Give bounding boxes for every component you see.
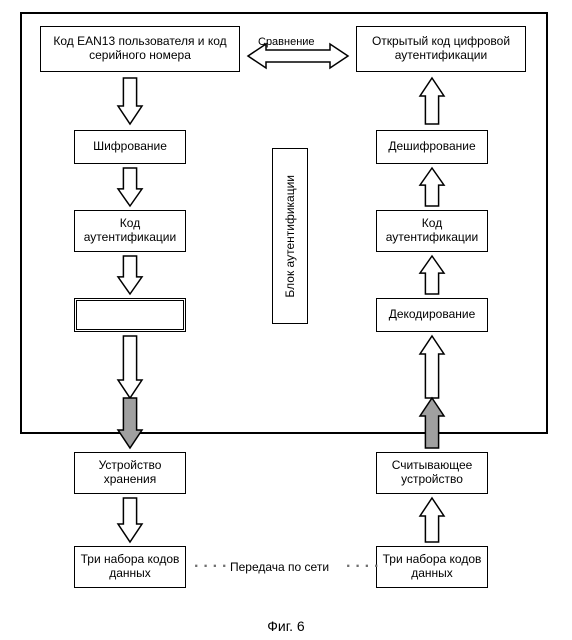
box-sets-left: Три набора кодов данных	[74, 546, 186, 588]
box-decode: Декодирование	[376, 298, 488, 332]
box-encrypt-label: Шифрование	[93, 140, 167, 154]
box-opencode-label: Открытый код цифровой аутентификации	[361, 35, 521, 63]
box-reader-label: Считывающее устройство	[381, 459, 483, 487]
figure-canvas: Код EAN13 пользователя и код серийного н…	[0, 0, 572, 640]
dots-right: ····	[346, 558, 383, 576]
box-auth-block: Блок аутентификации	[272, 148, 308, 324]
box-sets-right: Три набора кодов данных	[376, 546, 488, 588]
box-encode-inner	[76, 300, 184, 330]
box-decode-label: Декодирование	[389, 308, 476, 322]
box-encrypt: Шифрование	[74, 130, 186, 164]
box-decrypt: Дешифрование	[376, 130, 488, 164]
box-authL-label: Код аутентификации	[79, 217, 181, 245]
box-ean: Код EAN13 пользователя и код серийного н…	[40, 26, 240, 72]
box-auth-left: Код аутентификации	[74, 210, 186, 252]
box-reader: Считывающее устройство	[376, 452, 488, 494]
box-storage: Устройство хранения	[74, 452, 186, 494]
transfer-label: Передача по сети	[230, 560, 329, 574]
box-decrypt-label: Дешифрование	[388, 140, 475, 154]
box-opencode: Открытый код цифровой аутентификации	[356, 26, 526, 72]
box-setsL-label: Три набора кодов данных	[79, 553, 181, 581]
box-auth-right: Код аутентификации	[376, 210, 488, 252]
box-setsR-label: Три набора кодов данных	[381, 553, 483, 581]
box-authR-label: Код аутентификации	[381, 217, 483, 245]
box-ean-label: Код EAN13 пользователя и код серийного н…	[45, 35, 235, 63]
box-storage-label: Устройство хранения	[79, 459, 181, 487]
compare-label: Сравнение	[258, 36, 315, 48]
box-authblock-label: Блок аутентификации	[283, 175, 297, 298]
figure-label: Фиг. 6	[0, 618, 572, 634]
dots-left: ····	[194, 558, 231, 576]
